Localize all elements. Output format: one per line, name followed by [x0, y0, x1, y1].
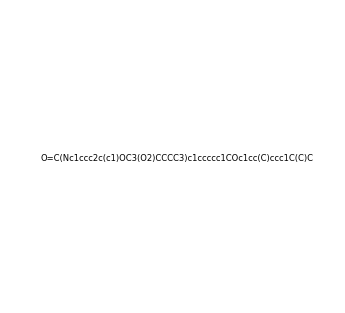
- Text: O=C(Nc1ccc2c(c1)OC3(O2)CCCC3)c1ccccc1COc1cc(C)ccc1C(C)C: O=C(Nc1ccc2c(c1)OC3(O2)CCCC3)c1ccccc1COc…: [40, 154, 313, 162]
